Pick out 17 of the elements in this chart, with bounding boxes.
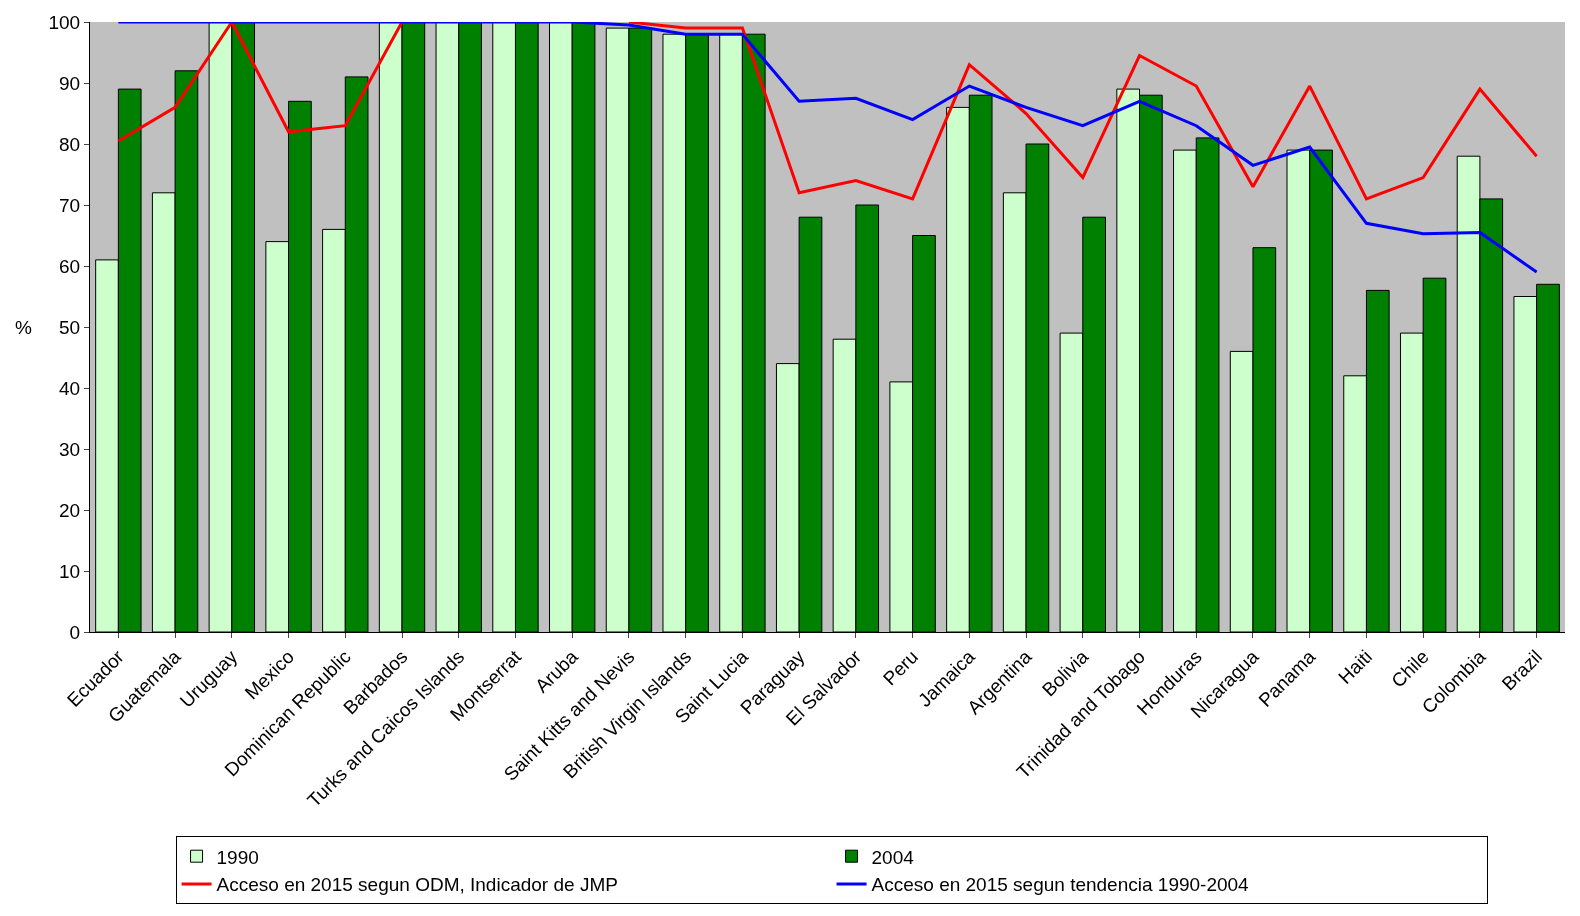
y-tick-label: 50 (59, 316, 81, 338)
y-tick-label: 100 (48, 11, 81, 33)
y-tick-label: 10 (59, 560, 81, 582)
y-tick-label: 40 (59, 377, 81, 399)
y-tick-label: 0 (69, 621, 81, 643)
legend-label: Acceso en 2015 segun ODM, Indicador de JMP (216, 874, 618, 896)
y-tick-label: 20 (59, 499, 81, 521)
legend-label: 2004 (871, 846, 915, 868)
line-series (116, 22, 1539, 274)
legend-label: 1990 (216, 846, 259, 868)
y-tick-label: 60 (59, 255, 81, 277)
legend-label: Acceso en 2015 segun tendencia 1990-2004 (871, 874, 1250, 896)
y-tick-label: 90 (59, 72, 81, 94)
y-tick-label: 70 (59, 194, 81, 216)
y-axis-title: % (15, 317, 32, 338)
y-tick-label: 30 (59, 438, 81, 460)
y-tick-label: 80 (59, 133, 81, 155)
